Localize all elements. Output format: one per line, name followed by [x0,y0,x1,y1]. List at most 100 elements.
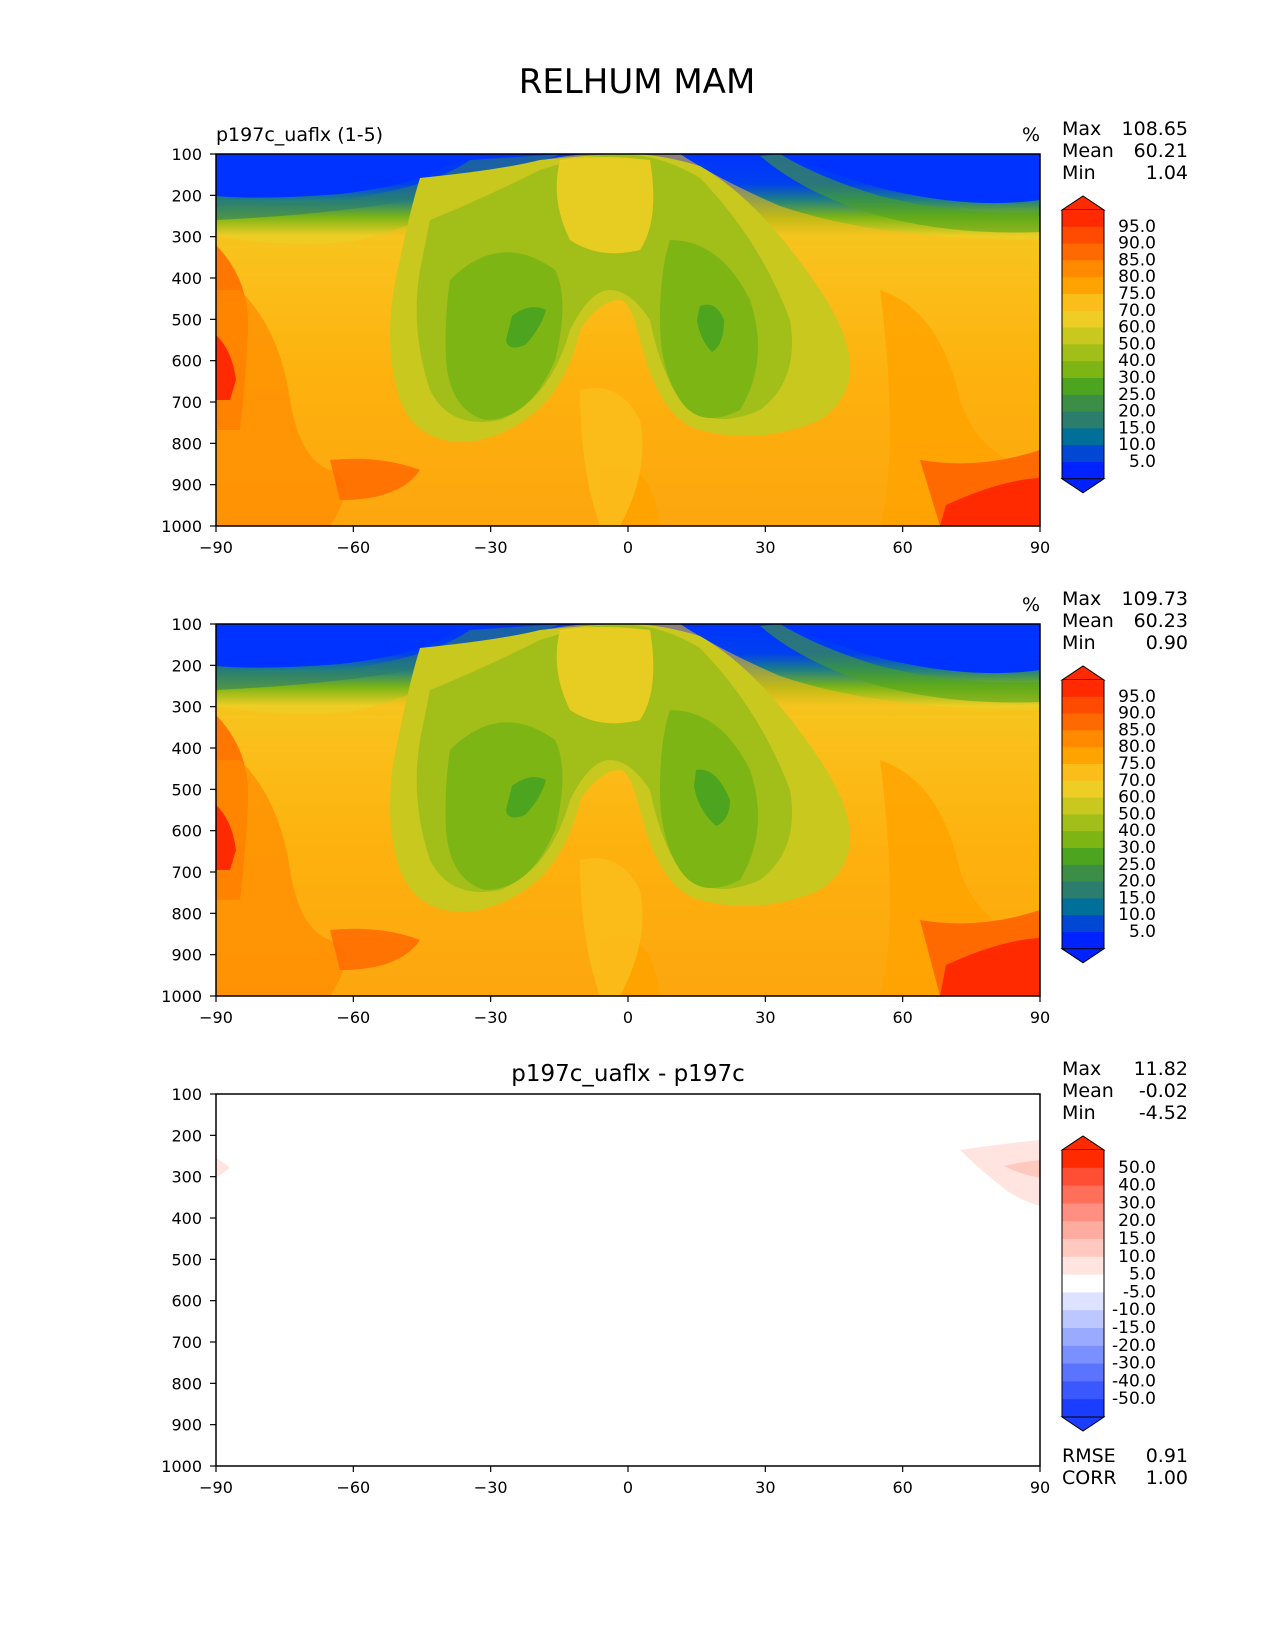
panel-3-y-tick-label: 500 [171,1250,202,1269]
panel-2-colorbar-bin [1062,680,1104,698]
panel-3-colorbar-bin [1062,1399,1104,1418]
panel-1-colorbar-label: 60.0 [1118,318,1156,338]
panel-1-x-tick-label: 0 [623,538,633,557]
panel-3-y-tick-label: 900 [171,1416,202,1435]
panel-3-corr-value: 1.00 [1146,1467,1188,1489]
panel-1-colorbar-extend-top [1060,195,1106,211]
panel-1-stat-value-mean: 60.21 [1134,140,1188,162]
panel-3-colorbar-bin [1062,1150,1104,1169]
panel-1-colorbar-label: 85.0 [1118,250,1156,270]
panel-3-colorbar-label: 5.0 [1129,1265,1156,1285]
panel-1-x-axis: −90 −60 −30 0 30 60 90 [199,526,1050,557]
panel-3-colorbar-label: -10.0 [1112,1300,1156,1320]
panel-3-colorbar-label: 50.0 [1118,1158,1156,1178]
panel-3-colorbar-label: 15.0 [1118,1229,1156,1249]
panel-3-x-axis: −90 −60 −30 0 30 60 90 [199,1466,1050,1497]
panel-2-colorbar-bin [1062,864,1104,883]
panel-1-colorbar-bin [1062,226,1104,245]
panel-1-x-tick-label: 60 [892,538,912,557]
panel-3-x-tick-label: −60 [336,1478,370,1497]
panel-1-colorbar-bin [1062,344,1104,362]
panel-1-y-tick-label: 100 [171,145,202,164]
panel-3-colorbar-extend-top [1060,1135,1106,1151]
panel-3-rmse-value: 0.91 [1146,1445,1188,1467]
panel-3-colorbar-bin [1062,1256,1104,1276]
panel-3-colorbar-label: -50.0 [1112,1389,1156,1409]
panel-3-colorbar-label: -30.0 [1112,1354,1156,1374]
panel-3-y-tick-label: 600 [171,1292,202,1311]
panel-1-x-tick-label: −30 [474,538,508,557]
panel-1-colorbar: 95.090.085.080.075.070.060.050.040.030.0… [1060,195,1156,494]
panel-3-colorbar-bin [1062,1239,1104,1258]
panel-1-colorbar-extend-bottom [1060,478,1106,494]
panel-1-colorbar-label: 90.0 [1118,234,1156,254]
panel-3-contour-field [215,1093,1041,1467]
panel-2-y-tick-label: 200 [171,656,202,675]
panel-3-y-tick-label: 100 [171,1085,202,1104]
panel-1-x-tick-label: 30 [755,538,775,557]
panel-2-colorbar-label: 95.0 [1118,687,1156,707]
panel-1-colorbar-bin [1062,327,1104,345]
panel-3-rmse-label: RMSE [1062,1445,1116,1467]
panel-3-colorbar-bin [1062,1167,1104,1187]
panel-1-colorbar-label: 5.0 [1129,452,1156,472]
panel-2-colorbar-label: 80.0 [1118,737,1156,757]
panel-2-y-tick-label: 1000 [161,987,202,1006]
panel-2-colorbar-outline [1061,680,1105,949]
panel-3-x-tick-label: 0 [623,1478,633,1497]
panel-2-x-tick-label: 0 [623,1008,633,1027]
panel-3-colorbar-label: 10.0 [1118,1247,1156,1267]
panel-1-colorbar-label: 20.0 [1118,402,1156,422]
panel-1-colorbar-bin [1062,243,1104,261]
panel-3-x-tick-label: 60 [892,1478,912,1497]
panel-2-units: % [1022,594,1040,616]
panel-3-y-tick-label: 1000 [161,1457,202,1476]
panel-3-colorbar-bin [1062,1185,1104,1204]
panel-3-colorbar-bin [1062,1381,1104,1400]
panel-1-colorbar-label: 50.0 [1118,334,1156,354]
panel-1-colorbar-bin [1062,210,1104,228]
panel-2-x-tick-label: 90 [1030,1008,1050,1027]
panel-2-y-tick-label: 900 [171,946,202,965]
panel-1-colorbar-outline [1061,210,1105,479]
panel-1-stat-label-max: Max [1062,118,1101,140]
panel-1-y-tick-label: 800 [171,434,202,453]
panel-1-y-tick-label: 1000 [161,517,202,536]
panel-2-colorbar-bin [1062,696,1104,715]
panel-1-y-tick-label: 700 [171,393,202,412]
panel-3-y-tick-label: 700 [171,1333,202,1352]
panel-2-x-axis: −90 −60 −30 0 30 60 90 [199,996,1050,1027]
panel-2-colorbar-label: 85.0 [1118,720,1156,740]
panel-3-stat-label-max: Max [1062,1058,1101,1080]
panel-1-colorbar-label: 75.0 [1118,284,1156,304]
panel-2-colorbar-label: 50.0 [1118,804,1156,824]
panel-2-colorbar-label: 70.0 [1118,771,1156,791]
panel-1-stats: Max 108.65 Mean 60.21 Min 1.04 [1062,118,1188,184]
panel-1-colorbar-bin [1062,411,1104,429]
panel-2-colorbar-bin [1062,730,1104,748]
panel-3-stat-value-max: 11.82 [1134,1058,1188,1080]
panel-1-colorbar-bin [1062,394,1104,413]
panel-2-colorbar: 95.090.085.080.075.070.060.050.040.030.0… [1060,665,1156,964]
panel-2-colorbar-bin [1062,814,1104,832]
panel-2-colorbar-label: 40.0 [1118,821,1156,841]
panel-1-stat-label-mean: Mean [1062,140,1114,162]
panel-1-colorbar-bin [1062,428,1104,446]
panel-1-colorbar-label: 40.0 [1118,351,1156,371]
panel-3-x-tick-label: 90 [1030,1478,1050,1497]
panel-3-colorbar-bin [1062,1345,1104,1365]
panel-1-colorbar-bin [1062,310,1104,329]
panel-2-colorbar-extend-top [1060,665,1106,681]
panel-2-y-tick-label: 400 [171,739,202,758]
panel-3-y-tick-label: 400 [171,1209,202,1228]
panel-2-y-tick-label: 700 [171,863,202,882]
panel-1-colorbar-label: 95.0 [1118,217,1156,237]
panel-2-colorbar-label: 25.0 [1118,855,1156,875]
panel-2-colorbar-label: 15.0 [1118,888,1156,908]
panel-1-stat-label-min: Min [1062,162,1096,184]
panel-2-stat-value-max: 109.73 [1122,588,1188,610]
panel-2-colorbar-bin [1062,764,1104,782]
panel-2-stat-label-max: Max [1062,588,1101,610]
panel-2-colorbar-label: 75.0 [1118,754,1156,774]
